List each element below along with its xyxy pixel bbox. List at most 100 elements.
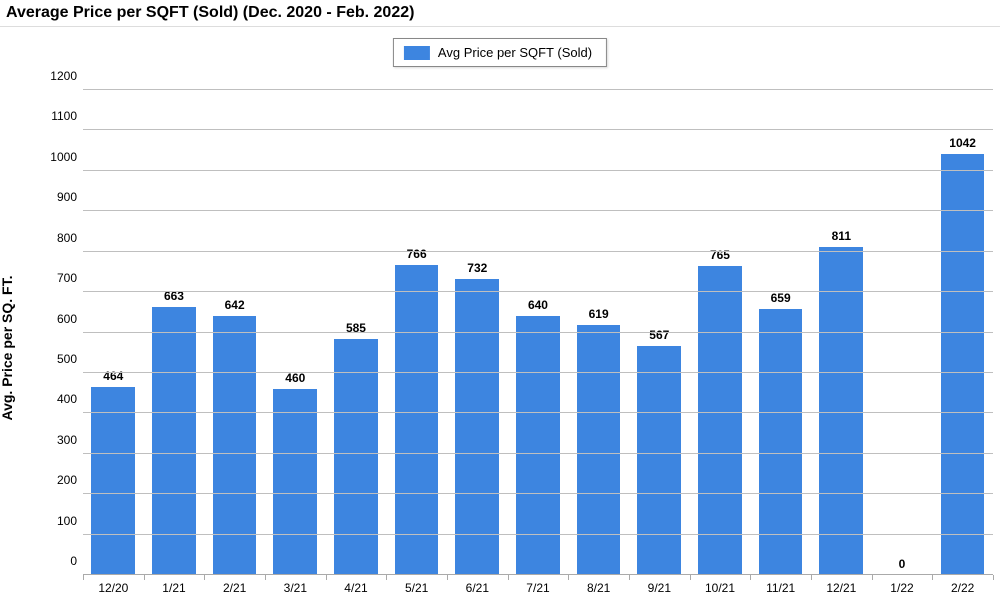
bar: 659 bbox=[759, 309, 803, 575]
bar-value-label: 460 bbox=[285, 371, 305, 385]
bar: 460 bbox=[273, 389, 317, 575]
x-tick-mark bbox=[629, 575, 630, 580]
x-tick-label: 10/21 bbox=[705, 581, 735, 595]
bar: 567 bbox=[637, 346, 681, 575]
x-tick-mark bbox=[83, 575, 84, 580]
y-tick-label: 900 bbox=[57, 190, 77, 204]
x-tick-mark bbox=[993, 575, 994, 580]
legend-label: Avg Price per SQFT (Sold) bbox=[438, 45, 592, 60]
bar-slot: 81112/21 bbox=[811, 90, 872, 575]
bar-value-label: 732 bbox=[467, 261, 487, 275]
legend: Avg Price per SQFT (Sold) bbox=[393, 38, 607, 67]
x-tick-label: 4/21 bbox=[344, 581, 367, 595]
grid-line bbox=[83, 534, 993, 535]
bar-value-label: 642 bbox=[225, 298, 245, 312]
chart-area: Avg. Price per SQ. FT. 46412/206631/2164… bbox=[23, 90, 993, 605]
x-tick-mark bbox=[508, 575, 509, 580]
bar-slot: 6422/21 bbox=[204, 90, 265, 575]
bar-value-label: 567 bbox=[649, 328, 669, 342]
grid-line bbox=[83, 251, 993, 252]
bar-slot: 65911/21 bbox=[750, 90, 811, 575]
bar: 640 bbox=[516, 316, 560, 575]
plot-area: 46412/206631/216422/214603/215854/217665… bbox=[83, 90, 993, 575]
grid-line bbox=[83, 291, 993, 292]
bar-slot: 46412/20 bbox=[83, 90, 144, 575]
bar: 642 bbox=[213, 316, 257, 575]
bar-value-label: 0 bbox=[899, 557, 906, 571]
x-tick-label: 2/21 bbox=[223, 581, 246, 595]
y-tick-label: 1200 bbox=[50, 69, 77, 83]
grid-line bbox=[83, 453, 993, 454]
x-tick-label: 1/22 bbox=[890, 581, 913, 595]
bar-value-label: 619 bbox=[589, 307, 609, 321]
legend-item: Avg Price per SQFT (Sold) bbox=[404, 45, 592, 60]
bar-value-label: 811 bbox=[832, 229, 851, 243]
grid-line bbox=[83, 493, 993, 494]
bar: 663 bbox=[152, 307, 196, 575]
x-tick-label: 12/20 bbox=[98, 581, 128, 595]
x-tick-mark bbox=[386, 575, 387, 580]
y-tick-label: 800 bbox=[57, 231, 77, 245]
y-tick-label: 300 bbox=[57, 433, 77, 447]
bar: 766 bbox=[395, 265, 439, 575]
y-tick-label: 400 bbox=[57, 392, 77, 406]
y-tick-label: 700 bbox=[57, 271, 77, 285]
x-tick-mark bbox=[811, 575, 812, 580]
bar: 1042 bbox=[941, 154, 985, 575]
bar-slot: 7665/21 bbox=[386, 90, 447, 575]
x-tick-label: 6/21 bbox=[466, 581, 489, 595]
legend-swatch bbox=[404, 46, 430, 60]
y-tick-label: 0 bbox=[70, 554, 77, 568]
grid-line bbox=[83, 332, 993, 333]
grid-line bbox=[83, 129, 993, 130]
y-axis-label: Avg. Price per SQ. FT. bbox=[0, 275, 15, 420]
x-tick-label: 8/21 bbox=[587, 581, 610, 595]
x-tick-mark bbox=[447, 575, 448, 580]
bars-container: 46412/206631/216422/214603/215854/217665… bbox=[83, 90, 993, 575]
bar-slot: 10422/22 bbox=[932, 90, 993, 575]
bar-value-label: 1042 bbox=[949, 136, 976, 150]
bar-value-label: 640 bbox=[528, 298, 548, 312]
x-tick-mark bbox=[750, 575, 751, 580]
page: Average Price per SQFT (Sold) (Dec. 2020… bbox=[0, 0, 1000, 611]
bar-slot: 6407/21 bbox=[508, 90, 569, 575]
x-tick-mark bbox=[204, 575, 205, 580]
bar: 811 bbox=[819, 247, 863, 575]
bar: 585 bbox=[334, 339, 378, 575]
title-rule bbox=[0, 26, 1000, 27]
grid-line bbox=[83, 210, 993, 211]
grid-line bbox=[83, 89, 993, 90]
chart-title: Average Price per SQFT (Sold) (Dec. 2020… bbox=[6, 4, 414, 22]
x-tick-label: 3/21 bbox=[284, 581, 307, 595]
x-tick-mark bbox=[690, 575, 691, 580]
bar-slot: 5679/21 bbox=[629, 90, 690, 575]
y-tick-label: 100 bbox=[57, 514, 77, 528]
bar-slot: 4603/21 bbox=[265, 90, 326, 575]
bar-slot: 01/22 bbox=[872, 90, 933, 575]
x-tick-label: 1/21 bbox=[162, 581, 185, 595]
bar-slot: 5854/21 bbox=[326, 90, 387, 575]
bar-slot: 6198/21 bbox=[568, 90, 629, 575]
bar-value-label: 766 bbox=[407, 247, 427, 261]
bar: 619 bbox=[577, 325, 621, 575]
bar: 765 bbox=[698, 266, 742, 575]
bar: 732 bbox=[455, 279, 499, 575]
grid-line bbox=[83, 372, 993, 373]
bar-slot: 6631/21 bbox=[144, 90, 205, 575]
grid-line bbox=[83, 412, 993, 413]
x-tick-mark bbox=[144, 575, 145, 580]
x-tick-label: 12/21 bbox=[826, 581, 856, 595]
y-tick-label: 1000 bbox=[50, 150, 77, 164]
x-axis bbox=[83, 574, 993, 575]
bar: 464 bbox=[91, 387, 135, 575]
bar-value-label: 659 bbox=[771, 291, 791, 305]
x-tick-label: 9/21 bbox=[648, 581, 671, 595]
x-tick-mark bbox=[265, 575, 266, 580]
x-tick-label: 5/21 bbox=[405, 581, 428, 595]
y-tick-label: 200 bbox=[57, 473, 77, 487]
y-tick-label: 1100 bbox=[51, 109, 77, 123]
x-tick-label: 11/21 bbox=[766, 581, 795, 595]
x-tick-mark bbox=[872, 575, 873, 580]
x-tick-mark bbox=[326, 575, 327, 580]
x-tick-label: 7/21 bbox=[526, 581, 549, 595]
